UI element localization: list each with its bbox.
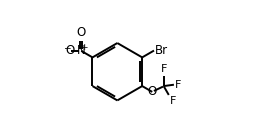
Text: −: − <box>63 43 70 52</box>
Text: F: F <box>170 96 176 106</box>
Text: O: O <box>148 85 157 98</box>
Text: Br: Br <box>155 44 168 57</box>
Text: F: F <box>175 80 182 90</box>
Text: +: + <box>80 43 88 52</box>
Text: F: F <box>160 64 167 75</box>
Text: O: O <box>65 44 74 57</box>
Text: N: N <box>77 44 86 57</box>
Text: O: O <box>77 26 86 39</box>
